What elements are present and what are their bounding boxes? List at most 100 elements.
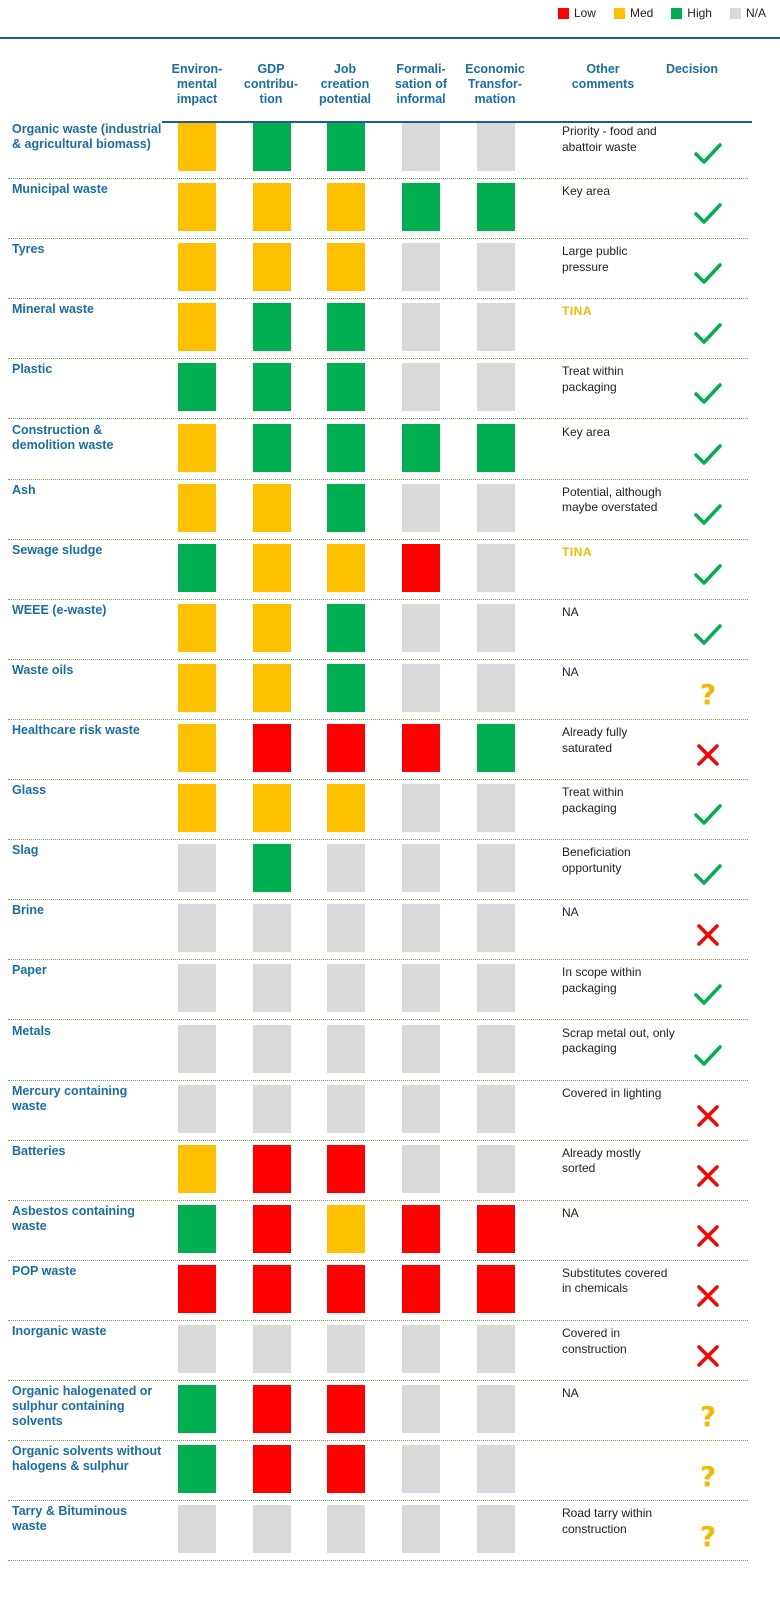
- row-comment: NA: [562, 604, 579, 619]
- legend-swatch-na: [729, 7, 741, 19]
- rating-cell-environmental-impact: [178, 1445, 216, 1494]
- row-divider: [8, 1319, 748, 1321]
- rating-cell-gdp-contribution: [253, 1325, 291, 1373]
- row-divider: [8, 178, 748, 179]
- rating-cell-economic-transformation: [477, 1325, 515, 1373]
- checkmark-icon: [688, 435, 728, 475]
- rating-cell-environmental-impact: [178, 483, 216, 532]
- rating-cell-formalisation: [402, 423, 440, 472]
- rating-cell-economic-transformation: [477, 1505, 515, 1554]
- rating-cell-economic-transformation: [477, 663, 515, 712]
- row-label: Metals: [12, 1023, 51, 1038]
- row-comment: Potential, although maybe overstated: [562, 484, 662, 515]
- row-label: Waste oils: [12, 662, 74, 677]
- row-divider: [8, 1019, 748, 1021]
- rating-cell-environmental-impact: [178, 1084, 216, 1133]
- question-icon: ?: [688, 675, 728, 715]
- rating-cell-gdp-contribution: [253, 784, 291, 833]
- rating-cell-formalisation: [402, 1204, 440, 1253]
- header-economic-transformation: Economic Transfor- mation: [465, 62, 525, 106]
- row-comment: Treat within packaging: [562, 364, 624, 394]
- table-row: Organic halogenated or sulphur containin…: [0, 1380, 780, 1442]
- row-label: Mineral waste: [12, 302, 94, 317]
- rating-cell-gdp-contribution: [253, 1264, 291, 1313]
- rating-cell-environmental-impact: [178, 784, 216, 833]
- legend-label-high: High: [687, 6, 712, 20]
- rating-cell-job-creation: [327, 1385, 365, 1434]
- table-row: Municipal waste Key area: [0, 178, 780, 240]
- rating-cell-gdp-contribution: [253, 724, 291, 772]
- row-divider: [8, 478, 748, 480]
- row-divider: [8, 779, 748, 780]
- rating-cell-formalisation: [402, 303, 440, 352]
- table-row: Healthcare risk waste Already fully satur…: [0, 719, 780, 780]
- rating-cell-gdp-contribution: [253, 663, 291, 712]
- rating-cell-environmental-impact: [178, 1505, 216, 1554]
- row-comment: In scope within packaging: [562, 965, 642, 995]
- row-comment: Covered in lighting: [562, 1085, 662, 1100]
- rating-cell-formalisation: [402, 663, 440, 712]
- cross-icon: [688, 1276, 728, 1316]
- rating-cell-job-creation: [327, 1144, 365, 1193]
- rating-cell-job-creation: [327, 784, 365, 833]
- row-label: Municipal waste: [12, 182, 108, 197]
- rating-cell-environmental-impact: [178, 243, 216, 292]
- table-row: Glass Treat within packaging: [0, 779, 780, 841]
- row-label: Slag: [12, 843, 39, 858]
- rating-cell-economic-transformation: [477, 1264, 515, 1313]
- header-job-creation: Job creation potential: [318, 62, 372, 106]
- rating-cell-formalisation: [402, 1264, 440, 1313]
- rating-cell-economic-transformation: [477, 724, 515, 772]
- rating-cell-formalisation: [402, 363, 440, 412]
- table-row: Mineral waste TINA: [0, 298, 780, 360]
- rating-cell-job-creation: [327, 844, 365, 893]
- checkmark-icon: [688, 1036, 728, 1076]
- header-underline: [162, 121, 752, 123]
- row-divider: [8, 1139, 748, 1141]
- rating-cell-gdp-contribution: [253, 363, 291, 412]
- legend-label-low: Low: [573, 6, 596, 20]
- rating-cell-formalisation: [402, 1325, 440, 1373]
- legend: Low Med High N/A: [557, 6, 766, 20]
- row-label: WEEE (e-waste): [12, 602, 107, 617]
- table-row: Waste oils NA?: [0, 659, 780, 720]
- checkmark-icon: [688, 495, 728, 535]
- question-mark-glyph: ?: [699, 1399, 717, 1433]
- cross-icon: [688, 1216, 728, 1256]
- row-comment: Already fully saturated: [562, 725, 628, 755]
- row-comment: NA: [562, 664, 579, 679]
- row-divider: [8, 1560, 748, 1562]
- row-comment: Beneficiation opportunity: [562, 845, 631, 875]
- rating-cell-economic-transformation: [477, 1024, 515, 1073]
- table-row: Plastic Treat within packaging: [0, 358, 780, 420]
- row-label: Construction & demolition waste: [12, 422, 114, 452]
- rating-cell-formalisation: [402, 483, 440, 532]
- checkmark-icon: [688, 615, 728, 655]
- question-mark-glyph: ?: [699, 1519, 717, 1553]
- row-divider: [8, 1259, 748, 1261]
- row-comment: Already mostly sorted: [562, 1145, 641, 1176]
- rating-cell-formalisation: [402, 1144, 440, 1193]
- rating-cell-environmental-impact: [178, 1024, 216, 1073]
- question-icon: ?: [688, 1396, 728, 1436]
- rating-cell-economic-transformation: [477, 1445, 515, 1494]
- row-divider: [8, 1199, 748, 1201]
- rating-cell-gdp-contribution: [253, 183, 291, 232]
- rating-cell-gdp-contribution: [253, 243, 291, 292]
- row-label: POP waste: [12, 1263, 77, 1278]
- checkmark-icon: [688, 194, 728, 234]
- rating-cell-formalisation: [402, 724, 440, 772]
- question-icon: ?: [688, 1516, 728, 1556]
- rating-cell-gdp-contribution: [253, 303, 291, 352]
- row-label: Brine: [12, 903, 44, 918]
- table-row: Batteries Already mostly sorted: [0, 1140, 780, 1201]
- checkmark-icon: [688, 254, 728, 294]
- question-mark-glyph: ?: [699, 678, 717, 712]
- rating-cell-environmental-impact: [178, 1325, 216, 1373]
- row-label: Tyres: [12, 242, 45, 257]
- rating-cell-gdp-contribution: [253, 1505, 291, 1554]
- legend-swatch-low: [557, 7, 569, 19]
- row-divider: [8, 1500, 748, 1502]
- header-environmental-impact: Environ- mental impact: [171, 62, 223, 106]
- rating-cell-economic-transformation: [477, 844, 515, 893]
